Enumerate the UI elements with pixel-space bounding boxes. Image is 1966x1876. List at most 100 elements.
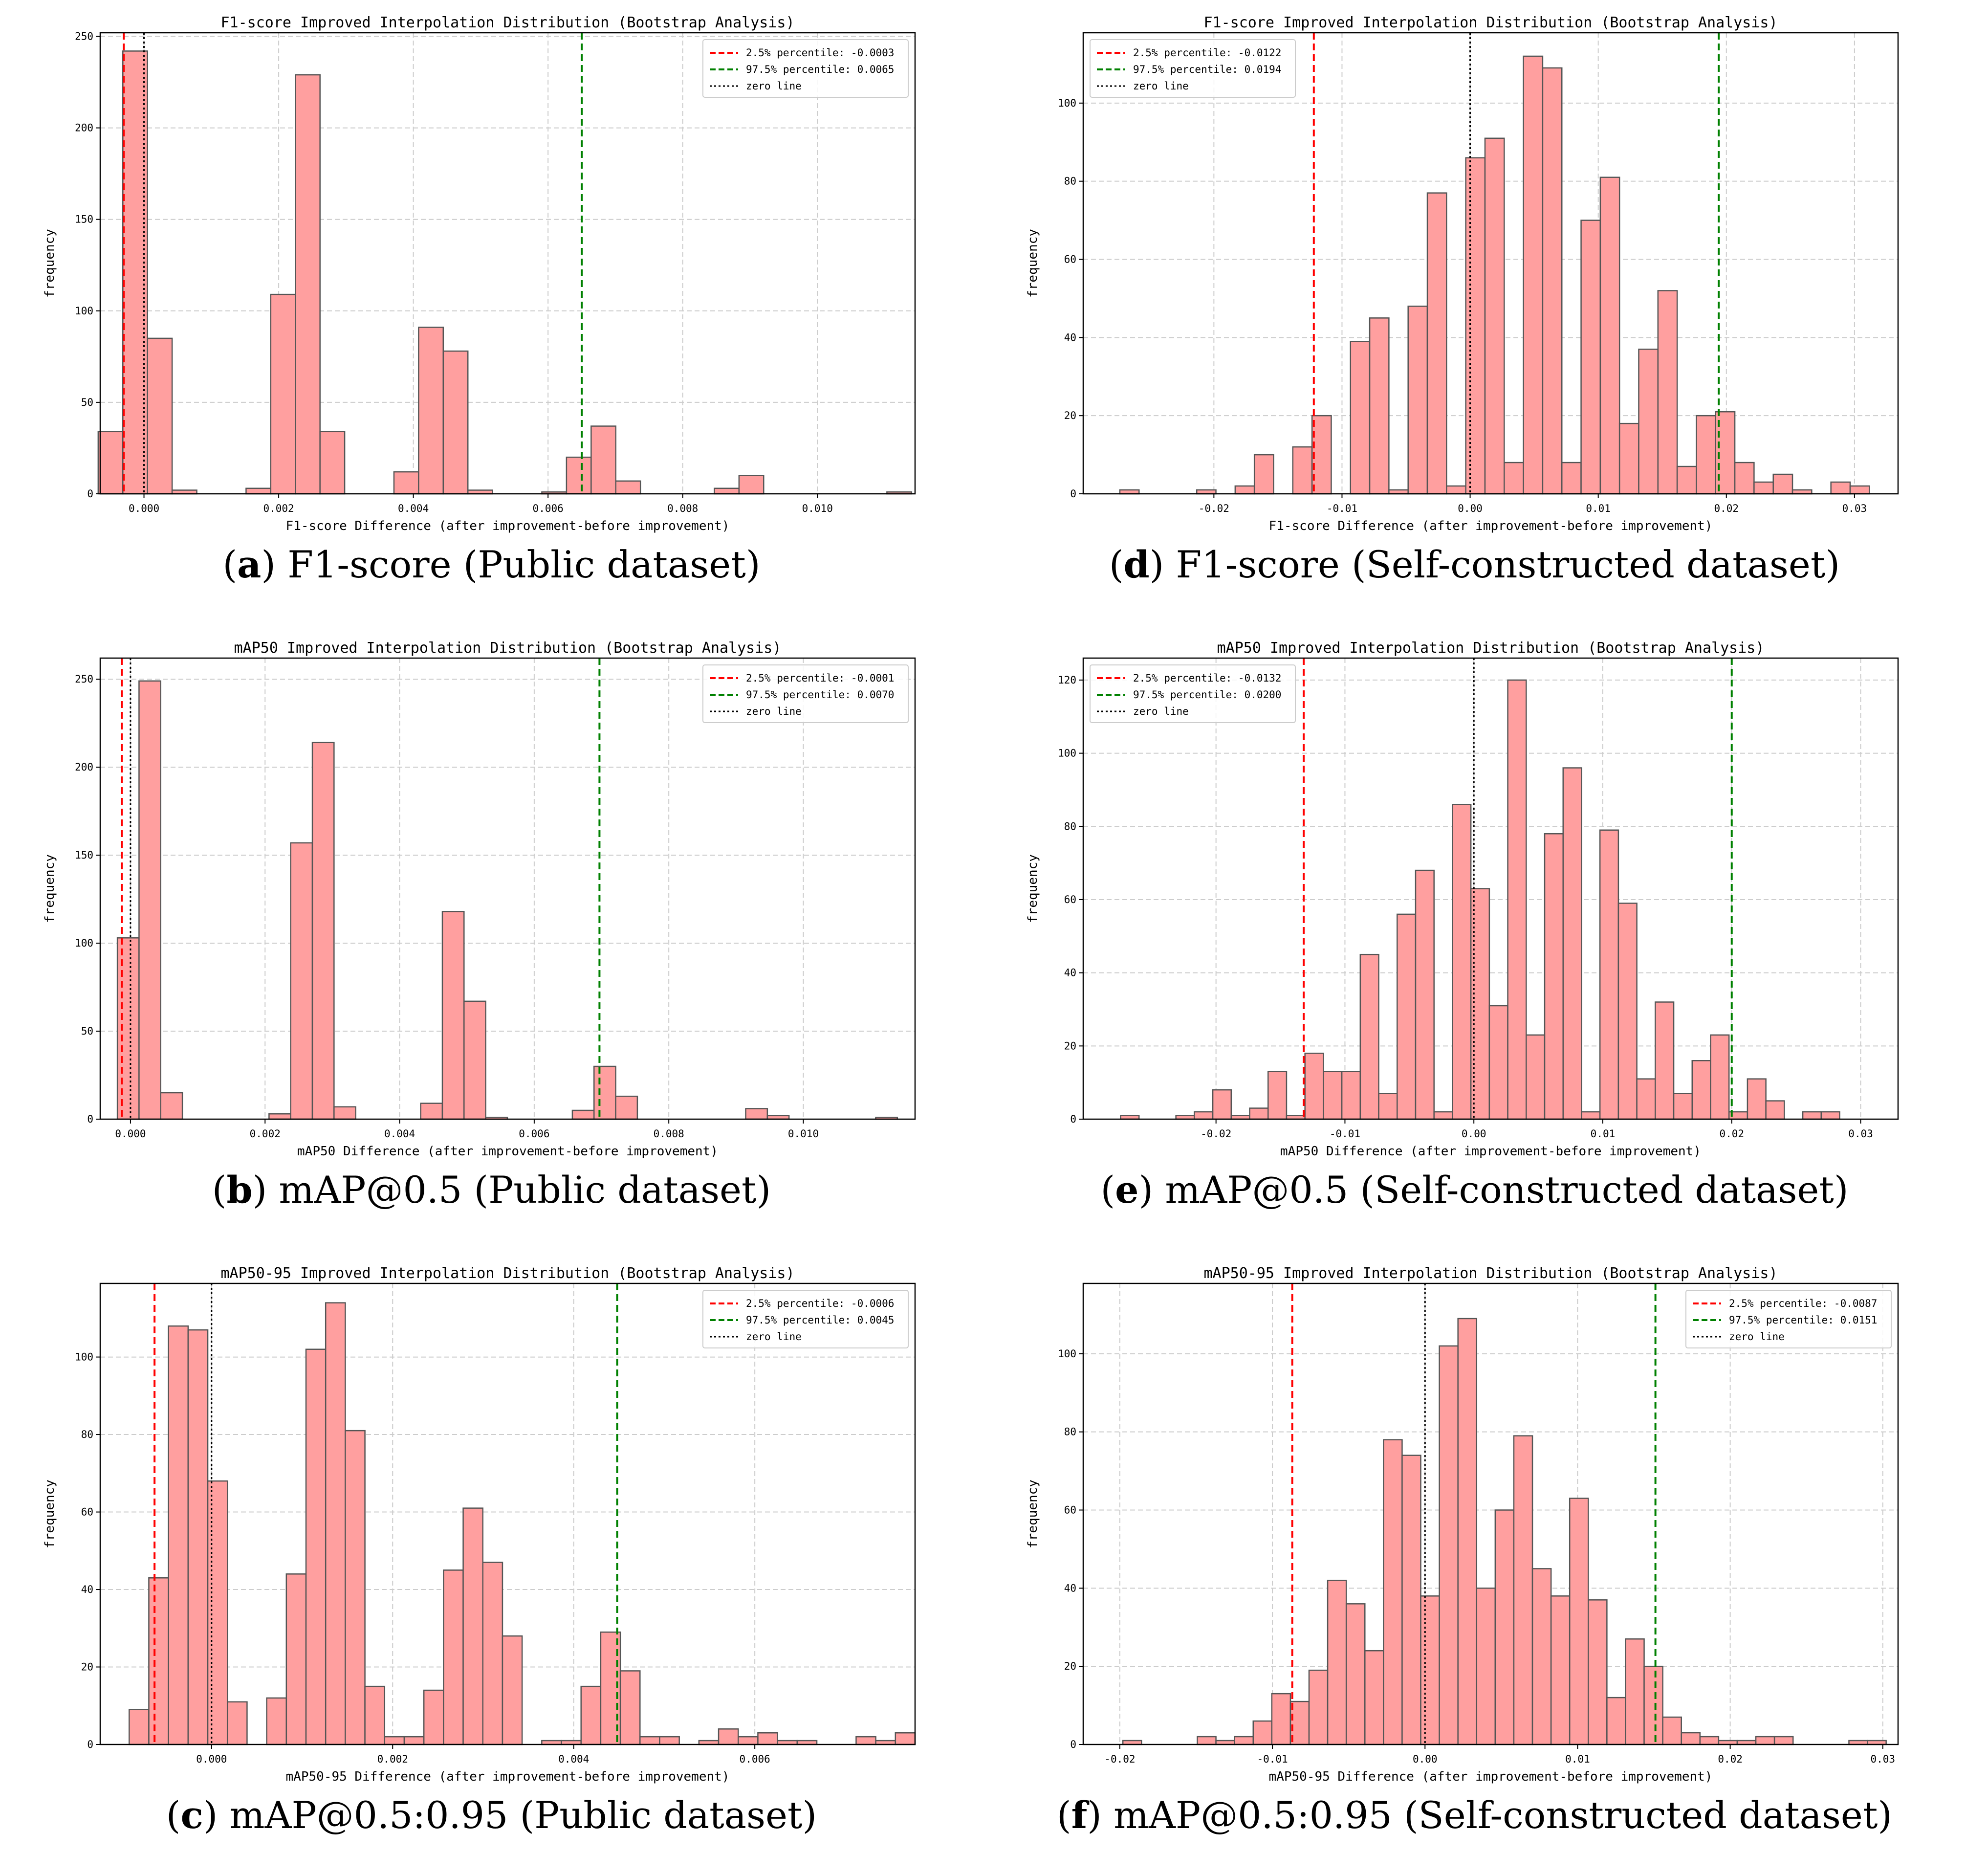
- histogram-bar: [1638, 349, 1659, 495]
- caption-text: mAP@0.5:0.95 (Self-constructed dataset): [1101, 1793, 1893, 1837]
- y-axis-label: frequency: [1026, 1479, 1040, 1548]
- legend-label: 97.5% percentile: 0.0151: [1729, 1314, 1877, 1326]
- x-tick-label: -0.01: [1257, 1753, 1288, 1765]
- histogram-bar: [895, 1732, 916, 1745]
- y-tick-label: 40: [81, 1584, 93, 1595]
- plot-frame: [1082, 1282, 1899, 1745]
- histogram-bar: [1446, 485, 1466, 495]
- y-tick-label: 200: [75, 122, 93, 134]
- histogram-bar: [311, 742, 335, 1120]
- histogram-bar: [1636, 1078, 1656, 1120]
- plot-frame: [1082, 657, 1899, 1120]
- histogram-bar: [1234, 1736, 1254, 1745]
- histogram-bar: [319, 431, 346, 495]
- x-tick-label: 0.002: [263, 503, 294, 514]
- histogram-bar: [295, 74, 321, 495]
- y-tick-label: 20: [1064, 410, 1076, 421]
- histogram-bar: [325, 1302, 346, 1745]
- x-tick-label: 0.03: [1870, 1753, 1895, 1765]
- panel-b: 0.000 0.002 0.004 0.006 0.008 0.010 0 50 100 150 2…: [0, 625, 983, 1251]
- histogram-bar: [1507, 679, 1527, 1120]
- chart-title: F1-score Improved Interpolation Distribu…: [221, 14, 795, 31]
- histogram-bar: [1341, 1071, 1361, 1120]
- histogram-bar: [1830, 481, 1851, 495]
- histogram-bar: [1606, 1697, 1626, 1745]
- histogram-bar: [147, 337, 173, 495]
- x-tick-label: 0.02: [1718, 1753, 1743, 1765]
- histogram-bar: [718, 1728, 739, 1745]
- legend-label: 97.5% percentile: 0.0200: [1133, 689, 1281, 701]
- histogram-bar: [1383, 1439, 1403, 1745]
- legend-label: 97.5% percentile: 0.0070: [746, 689, 894, 701]
- histogram-bar: [1765, 1100, 1785, 1120]
- chart-c: 0.000 0.002 0.004 0.006 0 20 40 60 80 100 mAP50-95…: [43, 1265, 916, 1784]
- histogram-bar: [1488, 1005, 1508, 1120]
- x-tick-label: 0.002: [250, 1128, 281, 1140]
- histogram-bar: [1544, 833, 1564, 1120]
- x-tick-label: 0.006: [740, 1753, 770, 1765]
- histogram-bar: [502, 1635, 523, 1745]
- histogram-bar: [1542, 67, 1563, 495]
- histogram-bar: [364, 1685, 386, 1745]
- histogram-bar: [757, 1732, 778, 1745]
- histogram-bar: [1420, 1595, 1440, 1745]
- histogram-bar: [285, 1573, 307, 1745]
- histogram-bar: [1323, 1071, 1343, 1120]
- histogram-bar: [590, 425, 617, 495]
- histogram-bar: [1550, 1595, 1571, 1745]
- plot-frame: [1082, 32, 1899, 495]
- histogram-bar: [1304, 1053, 1324, 1120]
- histogram-bar: [1292, 446, 1313, 495]
- x-axis-label: mAP50 Difference (after improvement-befo…: [1280, 1144, 1701, 1159]
- histogram-bar: [345, 1430, 366, 1745]
- histogram-bar: [305, 1348, 327, 1745]
- histogram-bar: [1407, 306, 1428, 495]
- histogram-bar: [1673, 1093, 1693, 1120]
- histogram-bar: [619, 1670, 641, 1745]
- legend-label: 2.5% percentile: -0.0001: [746, 672, 894, 684]
- legend-box: [702, 1290, 909, 1348]
- legend-label: 2.5% percentile: -0.0122: [1133, 47, 1281, 59]
- histogram-bar: [1599, 829, 1619, 1120]
- histogram-bar: [1476, 1588, 1496, 1745]
- y-axis-label: frequency: [43, 229, 57, 298]
- y-axis-label: frequency: [43, 1479, 57, 1548]
- y-tick-label: 200: [75, 761, 93, 773]
- caption-text: F1-score (Self-constructed dataset): [1164, 543, 1840, 586]
- legend-label: 2.5% percentile: -0.0003: [746, 47, 894, 59]
- chart-title: F1-score Improved Interpolation Distribu…: [1204, 14, 1778, 31]
- legend-label: zero line: [1133, 706, 1189, 717]
- histogram-bar: [1523, 55, 1544, 495]
- plot-frame: [99, 32, 916, 495]
- x-tick-label: 0.00: [1413, 1753, 1438, 1765]
- y-tick-label: 80: [81, 1429, 93, 1440]
- legend-label: 97.5% percentile: 0.0194: [1133, 64, 1281, 75]
- histogram-bar: [1345, 1603, 1366, 1745]
- x-tick-label: 0.010: [788, 1128, 819, 1140]
- caption-text: mAP@0.5:0.95 (Public dataset): [218, 1793, 817, 1837]
- panel-c: 0.000 0.002 0.004 0.006 0 20 40 60 80 100 mAP50-95…: [0, 1251, 983, 1876]
- caption-letter: d: [1123, 543, 1150, 586]
- y-tick-label: 100: [1058, 1348, 1076, 1360]
- legend-label: 97.5% percentile: 0.0065: [746, 64, 894, 75]
- legend-label: 97.5% percentile: 0.0045: [746, 1314, 894, 1326]
- histogram-bar: [245, 487, 272, 495]
- x-tick-label: 0.004: [398, 503, 429, 514]
- histogram-bar: [268, 1113, 291, 1120]
- histogram-bar: [418, 327, 444, 495]
- x-tick-label: 0.004: [384, 1128, 415, 1140]
- histogram-bar: [1401, 1455, 1421, 1745]
- chart-title: mAP50-95 Improved Interpolation Distribu…: [221, 1265, 795, 1282]
- histogram-bar: [1439, 1345, 1459, 1745]
- y-tick-label: 50: [81, 1025, 93, 1037]
- histogram-bar: [1234, 485, 1255, 495]
- x-axis-label: F1-score Difference (after improvement-b…: [1269, 519, 1713, 533]
- histogram-bar: [463, 1000, 486, 1120]
- histogram-bar: [1753, 481, 1774, 495]
- y-axis-label: frequency: [1026, 854, 1040, 923]
- histogram-bar: [482, 1562, 503, 1745]
- histogram-bar: [168, 1325, 189, 1745]
- y-tick-label: 100: [75, 937, 93, 949]
- x-axis-label: mAP50 Difference (after improvement-befo…: [297, 1144, 718, 1159]
- histogram-bar: [1699, 1736, 1720, 1745]
